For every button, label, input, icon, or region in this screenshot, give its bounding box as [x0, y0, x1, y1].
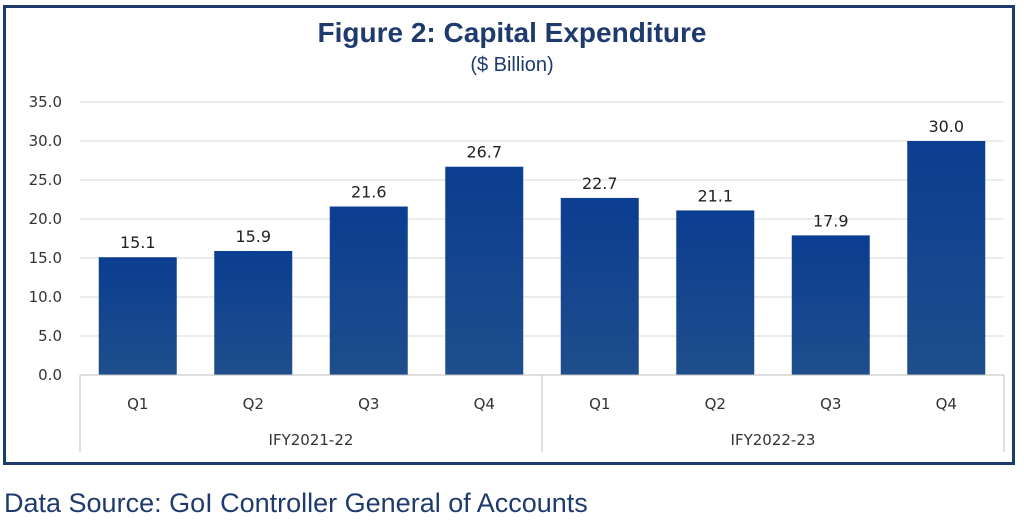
data-source-note: Data Source: GoI Controller General of A… — [4, 488, 588, 518]
x-tick-label: Q4 — [936, 395, 957, 413]
y-tick-label: 15.0 — [29, 249, 62, 267]
data-label: 21.6 — [351, 183, 387, 202]
x-tick-label: Q1 — [589, 395, 610, 413]
y-tick-label: 20.0 — [29, 210, 62, 228]
bar-2 — [329, 206, 408, 375]
group-label: IFY2022-23 — [731, 431, 816, 449]
x-tick-label: Q2 — [705, 395, 726, 413]
bar-5 — [676, 210, 755, 375]
data-label: 22.7 — [582, 174, 618, 193]
chart-subtitle: ($ Billion) — [470, 54, 554, 76]
y-tick-label: 10.0 — [29, 288, 62, 306]
data-label: 17.9 — [813, 211, 849, 230]
bar-chart: 0.0 5.0 10.0 15.0 20.0 25.0 30.0 35.0 15.1 15.9 2… — [29, 93, 1005, 452]
y-tick-label: 5.0 — [38, 327, 62, 345]
x-tick-label: Q4 — [474, 395, 495, 413]
chart-title: Figure 2: Capital Expenditure — [317, 17, 707, 48]
y-tick-label: 0.0 — [38, 366, 62, 384]
data-label: 30.0 — [928, 117, 964, 136]
group-label: IFY2021-22 — [269, 431, 354, 449]
bar-3 — [445, 166, 524, 375]
y-tick-label: 35.0 — [29, 93, 62, 111]
data-label: 15.9 — [235, 227, 271, 246]
x-tick-label: Q3 — [358, 395, 379, 413]
bar-7 — [907, 141, 986, 375]
data-label: 26.7 — [466, 143, 502, 162]
y-tick-label: 25.0 — [29, 171, 62, 189]
bar-4 — [560, 197, 639, 375]
y-tick-label: 30.0 — [29, 132, 62, 150]
bar-6 — [791, 235, 870, 375]
data-labels: 15.1 15.9 21.6 26.7 22.7 21.1 17.9 30.0 — [120, 117, 964, 252]
bar-1 — [214, 250, 293, 375]
x-tick-label: Q1 — [127, 395, 148, 413]
x-tick-label: Q2 — [243, 395, 264, 413]
x-tick-label: Q3 — [820, 395, 841, 413]
x-axis: Q1 Q2 Q3 Q4 Q1 Q2 Q3 Q4 IFY2021-22 IFY2022-23 — [79, 374, 1005, 452]
data-label: 15.1 — [120, 233, 156, 252]
data-label: 21.1 — [697, 186, 733, 205]
bar-0 — [98, 257, 177, 375]
y-axis: 0.0 5.0 10.0 15.0 20.0 25.0 30.0 35.0 — [29, 93, 62, 384]
bars — [98, 141, 986, 375]
